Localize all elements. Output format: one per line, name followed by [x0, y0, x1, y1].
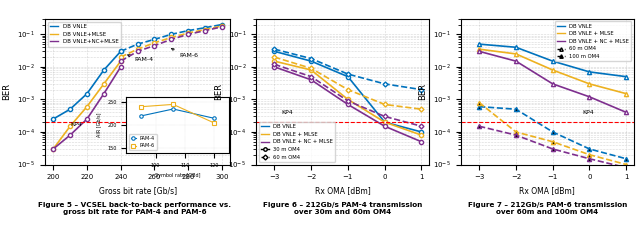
Y-axis label: BER: BER	[214, 83, 223, 100]
Text: Figure 5 – VCSEL back-to-back performance vs.
gross bit rate for PAM-4 and PAM-6: Figure 5 – VCSEL back-to-back performanc…	[38, 202, 231, 215]
X-axis label: Rx OMA [dBm]: Rx OMA [dBm]	[519, 186, 575, 195]
Y-axis label: BER: BER	[419, 83, 428, 100]
Text: KP4: KP4	[282, 110, 294, 115]
Text: Figure 7 – 212Gb/s PAM-6 transmission
over 60m and 100m OM4: Figure 7 – 212Gb/s PAM-6 transmission ov…	[467, 202, 627, 215]
X-axis label: Rx OMA [dBm]: Rx OMA [dBm]	[314, 186, 371, 195]
Text: PAM-4: PAM-4	[127, 55, 154, 62]
X-axis label: Gross bit rate [Gb/s]: Gross bit rate [Gb/s]	[99, 186, 177, 195]
Legend: DB VNLE, DB VNLE + MLSE, DB VNLE + NC + MLSE, 30 m OM4, 60 m OM4: DB VNLE, DB VNLE + MLSE, DB VNLE + NC + …	[259, 122, 335, 162]
Legend: DB VNLE, DB VNLE + MLSE, DB VNLE + NC + MLSE, 60 m OM4, 100 m OM4: DB VNLE, DB VNLE + MLSE, DB VNLE + NC + …	[555, 21, 631, 61]
Y-axis label: BER: BER	[3, 83, 12, 100]
Text: Figure 6 – 212Gb/s PAM-4 transmission
over 30m and 60m OM4: Figure 6 – 212Gb/s PAM-4 transmission ov…	[262, 202, 422, 215]
Text: PAM-6: PAM-6	[172, 48, 199, 58]
Text: KP4: KP4	[70, 122, 82, 127]
Text: KP4: KP4	[582, 110, 594, 115]
Legend: DB VNLE, DB VNLE+MLSE, DB VNLE+NC+MLSE: DB VNLE, DB VNLE+MLSE, DB VNLE+NC+MLSE	[47, 22, 120, 47]
